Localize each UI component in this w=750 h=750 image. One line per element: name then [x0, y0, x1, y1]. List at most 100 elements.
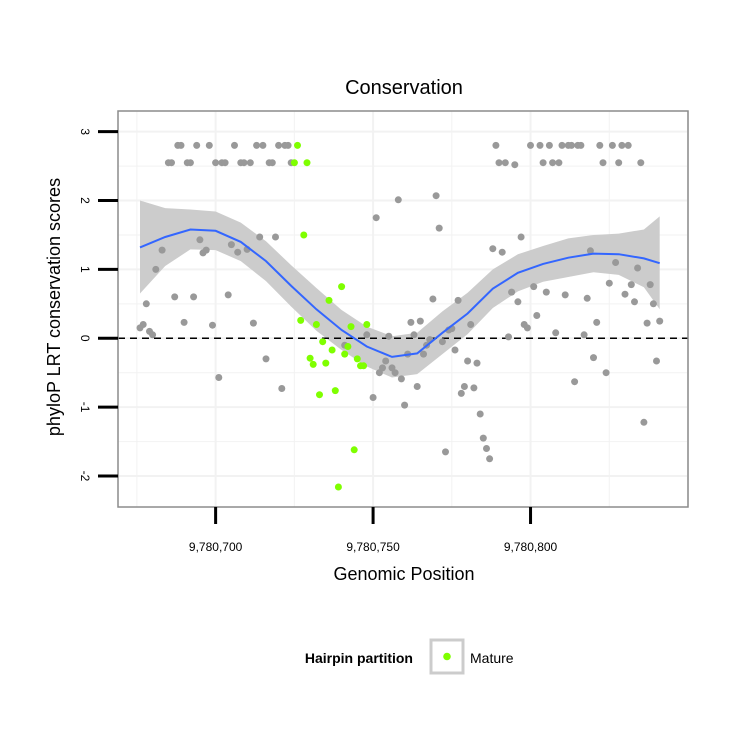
- data-point-other: [596, 141, 604, 149]
- data-point-other: [152, 265, 160, 273]
- data-point-other: [505, 333, 512, 341]
- data-point-other: [158, 246, 166, 254]
- data-point-mature: [350, 446, 358, 454]
- data-point-other: [558, 141, 566, 149]
- data-point-other: [234, 248, 242, 256]
- data-point-mature: [331, 387, 339, 395]
- y-tick-label: -1: [78, 402, 92, 413]
- data-point-other: [656, 317, 664, 325]
- data-point-other: [212, 159, 220, 167]
- data-point-other: [397, 375, 405, 383]
- data-point-other: [501, 159, 509, 167]
- data-point-other: [621, 290, 629, 298]
- data-point-other: [527, 141, 534, 149]
- data-point-other: [561, 291, 569, 299]
- data-point-other: [612, 259, 620, 266]
- data-point-mature: [300, 231, 308, 239]
- data-point-other: [618, 141, 626, 149]
- legend-label-mature: Mature: [470, 650, 514, 666]
- data-point-other: [495, 159, 503, 167]
- data-point-other: [272, 233, 279, 241]
- data-point-mature: [309, 360, 317, 368]
- data-point-mature: [338, 283, 346, 291]
- data-point-mature: [312, 321, 320, 328]
- data-point-other: [139, 321, 147, 328]
- data-point-other: [202, 246, 210, 254]
- data-point-other: [637, 159, 645, 167]
- data-point-mature: [290, 159, 298, 167]
- data-point-other: [278, 385, 286, 392]
- legend: Hairpin partition Mature: [305, 638, 514, 675]
- data-point-other: [186, 159, 194, 167]
- data-point-other: [517, 233, 525, 241]
- data-point-mature: [328, 346, 336, 354]
- data-point-other: [168, 159, 175, 167]
- data-point-other: [394, 196, 402, 204]
- data-point-other: [530, 283, 538, 291]
- data-point-other: [590, 354, 597, 362]
- data-point-other: [640, 418, 648, 426]
- legend-title: Hairpin partition: [305, 650, 413, 666]
- data-point-other: [451, 346, 459, 354]
- data-point-other: [583, 294, 591, 302]
- data-point-other: [240, 159, 248, 167]
- data-point-other: [460, 383, 468, 390]
- data-point-other: [420, 350, 427, 358]
- data-point-other: [552, 329, 560, 337]
- data-point-other: [533, 312, 541, 319]
- y-tick-label: 0: [78, 335, 92, 342]
- data-point-other: [514, 298, 522, 306]
- data-point-other: [382, 357, 390, 365]
- y-axis: -2 -1 0 1 2 3: [78, 128, 118, 482]
- y-tick-label: 3: [78, 128, 92, 135]
- data-point-other: [221, 159, 229, 167]
- panel-background: [118, 111, 688, 507]
- data-point-other: [259, 141, 267, 149]
- data-point-mature: [306, 354, 314, 362]
- data-point-other: [492, 141, 500, 149]
- data-point-other: [435, 224, 443, 232]
- data-point-other: [653, 357, 660, 365]
- data-point-other: [476, 410, 484, 418]
- data-point-mature: [360, 362, 368, 370]
- smooth-trend-line: [139, 228, 660, 358]
- data-point-other: [262, 355, 270, 363]
- data-point-other: [479, 434, 487, 442]
- data-point-other: [180, 318, 188, 326]
- data-point-other: [196, 236, 204, 244]
- data-point-mature: [322, 359, 330, 367]
- data-point-other: [470, 384, 478, 392]
- data-point-other: [615, 159, 623, 167]
- data-point-other: [457, 389, 465, 397]
- data-point-other: [231, 141, 238, 149]
- confidence-ribbon: [140, 200, 660, 378]
- data-point-mature: [363, 321, 371, 328]
- data-points: [136, 141, 664, 491]
- data-point-other: [580, 331, 588, 339]
- data-point-other: [555, 159, 563, 167]
- y-tick-label: 2: [78, 197, 92, 204]
- data-point-mature: [303, 159, 311, 167]
- data-point-other: [489, 245, 497, 253]
- data-point-other: [429, 295, 437, 303]
- data-point-other: [605, 279, 613, 287]
- x-tick-label: 9,780,800: [504, 540, 558, 554]
- data-point-mature: [319, 338, 327, 346]
- data-point-other: [432, 192, 440, 200]
- data-point-other: [542, 288, 550, 296]
- data-point-other: [407, 318, 415, 326]
- data-point-other: [401, 401, 409, 409]
- data-point-other: [379, 364, 386, 372]
- data-point-other: [545, 141, 553, 149]
- data-point-other: [631, 298, 638, 306]
- data-point-other: [649, 300, 657, 308]
- series-mature: [290, 141, 371, 491]
- data-point-other: [391, 369, 399, 377]
- data-point-other: [268, 159, 276, 167]
- legend-key-mature-dot: [443, 652, 451, 661]
- data-point-mature: [334, 483, 342, 491]
- data-point-other: [454, 296, 462, 304]
- data-point-other: [511, 161, 519, 169]
- x-tick-label: 9,780,700: [189, 540, 243, 554]
